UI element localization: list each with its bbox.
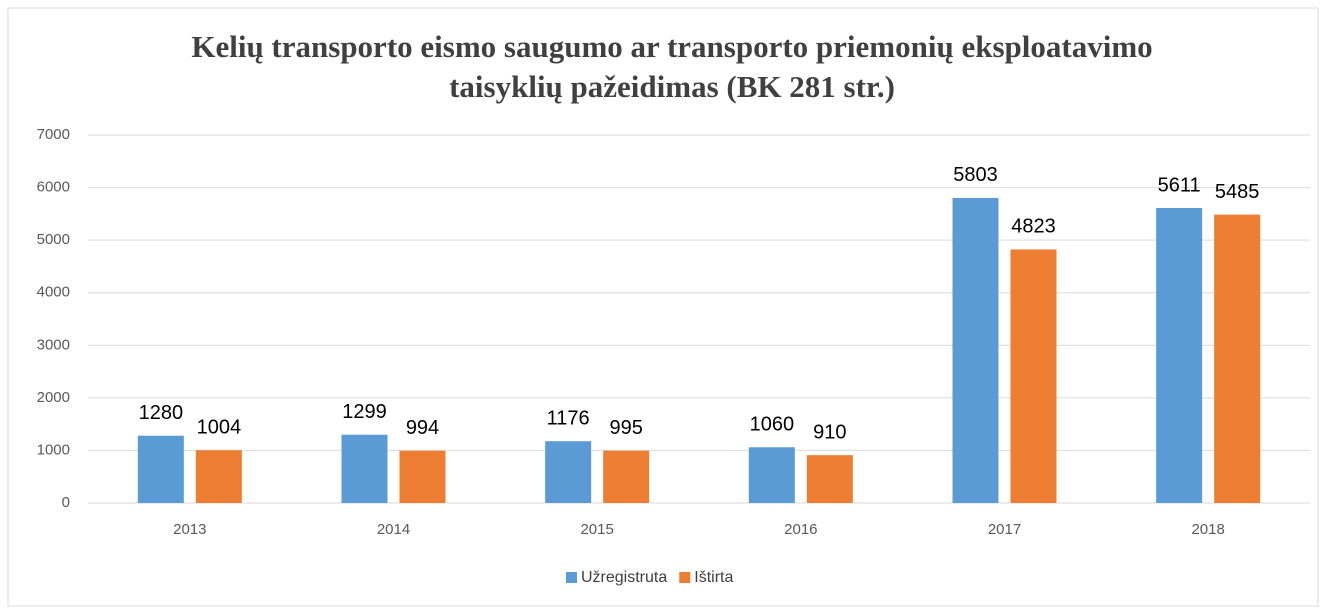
- value-label: 4823: [1011, 216, 1056, 238]
- value-label: 1280: [139, 402, 184, 424]
- legend-label: Užregistruta: [581, 569, 667, 586]
- y-tick-label: 2000: [37, 389, 70, 406]
- value-label: 5485: [1215, 181, 1260, 203]
- bar: [1156, 208, 1203, 503]
- bar: [195, 450, 242, 503]
- bar: [952, 197, 999, 504]
- bar: [806, 455, 853, 503]
- legend-swatch: [566, 572, 577, 583]
- value-label: 995: [609, 417, 642, 439]
- y-tick-label: 3000: [37, 336, 70, 353]
- x-tick-label: 2016: [784, 521, 817, 538]
- bar: [341, 434, 388, 503]
- legend-swatch: [679, 572, 691, 583]
- legend-label: Ištirta: [694, 569, 733, 586]
- bar: [603, 450, 650, 503]
- chart-title: Kelių transporto eismo saugumo ar transp…: [191, 29, 1152, 64]
- bar: [1010, 249, 1057, 503]
- value-label: 1176: [547, 407, 590, 429]
- x-tick-label: 2018: [1191, 521, 1224, 538]
- bar: [137, 435, 184, 503]
- x-tick-label: 2015: [580, 521, 613, 538]
- x-tick-label: 2013: [173, 521, 206, 538]
- y-tick-label: 0: [62, 494, 70, 511]
- bar: [399, 450, 446, 503]
- y-tick-label: 7000: [37, 126, 70, 143]
- bar: [545, 441, 592, 503]
- bar: [748, 447, 795, 503]
- value-label: 910: [813, 421, 846, 443]
- chart-frame: [7, 7, 1319, 607]
- value-label: 1060: [750, 414, 795, 436]
- value-label: 5803: [953, 164, 998, 186]
- value-label: 1299: [342, 401, 387, 423]
- bar: [1214, 214, 1261, 503]
- chart-title: taisyklių pažeidimas (BK 281 str.): [449, 69, 895, 104]
- y-tick-label: 4000: [37, 284, 70, 301]
- x-tick-label: 2017: [988, 521, 1021, 538]
- value-label: 994: [406, 417, 439, 439]
- y-tick-label: 6000: [37, 179, 70, 196]
- value-label: 5611: [1158, 174, 1201, 196]
- value-label: 1004: [197, 416, 242, 438]
- y-tick-label: 5000: [37, 231, 70, 248]
- x-tick-label: 2014: [377, 521, 410, 538]
- y-tick-label: 1000: [37, 441, 70, 458]
